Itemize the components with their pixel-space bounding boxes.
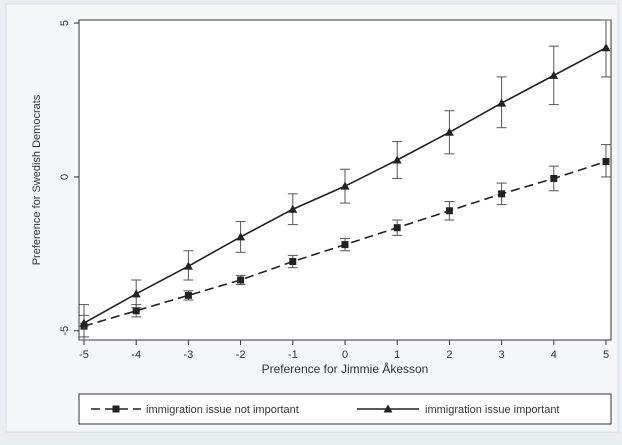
data-point: [183, 261, 193, 270]
legend-marker: [383, 404, 393, 413]
data-point: [498, 190, 506, 198]
legend-marker: [112, 405, 120, 413]
data-point: [550, 174, 558, 182]
data-point: [341, 241, 349, 249]
data-point: [601, 43, 611, 52]
data-point: [184, 291, 192, 299]
x-tick-label: -4: [131, 349, 141, 361]
x-axis-label: Preference for Jimmie Åkesson: [262, 361, 429, 376]
data-point: [497, 98, 507, 107]
series-2: [79, 19, 611, 341]
x-tick-label: 4: [551, 349, 557, 361]
data-point: [549, 70, 559, 79]
x-tick-label: 3: [499, 349, 505, 361]
data-point: [237, 276, 245, 284]
x-tick-label: -1: [288, 349, 298, 361]
data-point: [132, 307, 140, 315]
data-point: [392, 155, 402, 164]
x-tick-label: -5: [79, 349, 89, 361]
data-point: [236, 232, 246, 241]
legend-box: [78, 393, 612, 425]
x-tick-label: 0: [342, 349, 348, 361]
data-point: [445, 207, 453, 215]
y-tick-label: 0: [59, 174, 71, 180]
data-point: [393, 224, 401, 232]
y-tick-label: 5: [59, 20, 71, 26]
y-tick-label: -5: [59, 326, 71, 336]
data-point: [288, 204, 298, 213]
legend: immigration issue not important immigrati…: [78, 393, 612, 425]
x-tick-label: 5: [603, 349, 609, 361]
x-tick-label: 1: [394, 349, 400, 361]
x-tick-label: -2: [236, 349, 246, 361]
y-axis-label: Preference for Swedish Democrats: [31, 94, 43, 265]
x-tick-label: 2: [446, 349, 452, 361]
data-point: [289, 258, 297, 266]
legend-label: immigration issue important: [425, 404, 560, 416]
data-point: [602, 158, 610, 166]
data-point: [131, 289, 141, 298]
x-tick-label: -3: [184, 349, 194, 361]
data-point: [79, 318, 89, 327]
legend-item-2: immigration issue important: [357, 404, 560, 416]
legend-item-1: immigration issue not important: [91, 404, 299, 416]
data-point: [340, 181, 350, 190]
chart-marks: -5 -4 -3 -2 -1 0 1 2 3 4 5 -5 0 5: [59, 19, 611, 361]
legend-label: immigration issue not important: [146, 404, 299, 416]
data-point: [444, 127, 454, 136]
